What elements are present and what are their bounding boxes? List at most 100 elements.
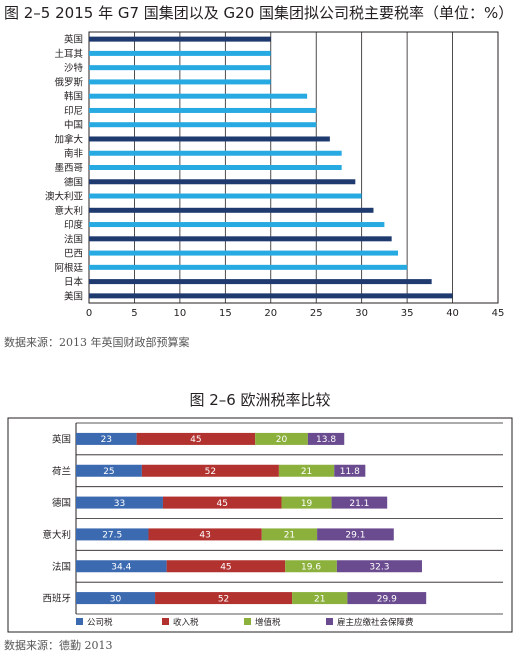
segment-data-label: 52	[205, 467, 216, 477]
bar	[89, 193, 362, 199]
segment-data-label: 25	[103, 467, 114, 477]
bar	[89, 293, 453, 299]
y-category-label: 英国	[52, 433, 71, 445]
x-tick-label: 15	[219, 308, 232, 319]
stacked-segment	[162, 496, 282, 509]
x-tick-label: 0	[86, 308, 92, 319]
y-category-label: 沙特	[64, 62, 84, 74]
bar	[89, 50, 271, 56]
stacked-segment	[155, 592, 293, 605]
legend-swatch	[244, 618, 251, 625]
y-category-label: 印尼	[64, 105, 83, 117]
bar	[89, 122, 317, 128]
y-category-label: 西班牙	[42, 593, 71, 605]
bar	[89, 79, 271, 85]
bar	[89, 165, 342, 170]
y-category-label: 英国	[64, 34, 83, 46]
stacked-segment	[347, 592, 427, 605]
segment-data-label: 29.1	[345, 531, 365, 541]
bar	[89, 150, 342, 156]
stacked-segment	[331, 496, 388, 509]
legend-swatch	[326, 618, 333, 625]
y-category-label: 法国	[64, 233, 83, 245]
stacked-segment	[148, 528, 262, 541]
stacked-segment	[336, 560, 422, 573]
stacked-segment	[166, 560, 286, 573]
bar	[89, 136, 330, 142]
segment-data-label: 32.3	[369, 563, 389, 573]
stacked-segment	[292, 592, 348, 605]
bar	[89, 179, 356, 185]
segment-data-label: 11.8	[340, 467, 360, 477]
bar	[89, 250, 399, 256]
x-tick-label: 25	[310, 308, 323, 319]
y-category-label: 俄罗斯	[54, 76, 83, 88]
segment-data-label: 21	[301, 467, 312, 477]
chart1-canvas: 0 5 10 15 20 25 30 35 40 45 英国土耳其沙特俄罗斯韩国印尼中国加拿大南非墨…	[45, 31, 505, 319]
legend-label: 增值税	[255, 617, 281, 628]
y-category-label: 德国	[52, 497, 71, 509]
y-category-label: 巴西	[64, 249, 83, 260]
bar	[89, 107, 317, 113]
legend-label: 收入税	[173, 617, 199, 628]
x-tick-label: 5	[131, 308, 137, 319]
y-category-label: 南非	[64, 148, 84, 160]
y-category-label: 土耳其	[54, 48, 83, 60]
y-category-label: 墨西哥	[54, 163, 83, 174]
legend-label: 雇主应缴社会保障费	[337, 617, 414, 628]
y-category-label: 印度	[64, 219, 84, 231]
segment-data-label: 30	[110, 594, 122, 604]
legend-label: 公司税	[87, 617, 113, 628]
segment-data-label: 27.5	[102, 531, 122, 541]
bar	[89, 279, 432, 285]
x-tick-label: 45	[492, 308, 505, 319]
chart2-title: 图 2–6 欧洲税率比较	[189, 391, 331, 409]
segment-data-label: 13.8	[316, 435, 336, 445]
stacked-segment	[76, 432, 137, 445]
chart1-title: 图 2–5 2015 年 G7 国集团以及 G20 国集团拟公司税主要税率（单位…	[4, 4, 514, 22]
chart2-source: 数据来源：德勤 2013	[4, 639, 113, 652]
stacked-segment	[261, 528, 318, 541]
segment-data-label: 21	[284, 531, 295, 541]
segment-data-label: 19.6	[301, 563, 321, 573]
y-category-label: 美国	[64, 290, 83, 302]
segment-data-label: 52	[218, 594, 229, 604]
stacked-segment	[76, 560, 167, 573]
y-category-label: 意大利	[42, 529, 71, 541]
y-category-label: 澳大利亚	[45, 191, 84, 203]
y-category-label: 阿根廷	[54, 262, 83, 274]
stacked-segment	[76, 496, 163, 509]
x-tick-label: 30	[355, 308, 368, 319]
legend-swatch	[76, 618, 83, 625]
stacked-segment	[317, 528, 394, 541]
chart2-frame	[7, 417, 513, 633]
y-category-label: 荷兰	[52, 465, 71, 477]
bar	[89, 236, 392, 242]
stacked-segment	[76, 592, 156, 605]
stacked-segment	[255, 432, 308, 445]
segment-data-label: 45	[220, 563, 231, 573]
y-category-label: 中国	[64, 119, 83, 131]
y-category-label: 加拿大	[54, 133, 83, 145]
y-category-label: 德国	[64, 176, 83, 188]
stacked-segment	[136, 432, 256, 445]
segment-data-label: 34.4	[111, 563, 131, 573]
x-tick-label: 10	[174, 308, 187, 319]
bar	[89, 65, 271, 71]
segment-data-label: 23	[101, 435, 112, 445]
segment-data-label: 45	[217, 499, 228, 509]
stacked-segment	[334, 464, 366, 477]
segment-data-label: 21.1	[349, 499, 369, 509]
stacked-segment	[307, 432, 345, 445]
x-tick-label: 40	[446, 308, 459, 319]
bar	[89, 207, 374, 213]
bar	[89, 36, 271, 42]
y-category-label: 法国	[52, 561, 71, 573]
x-tick-label: 20	[264, 308, 277, 319]
y-category-label: 意大利	[54, 205, 83, 217]
segment-data-label: 43	[199, 531, 210, 541]
x-tick-label: 35	[401, 308, 414, 319]
legend-swatch	[162, 618, 169, 625]
segment-data-label: 33	[114, 499, 125, 509]
